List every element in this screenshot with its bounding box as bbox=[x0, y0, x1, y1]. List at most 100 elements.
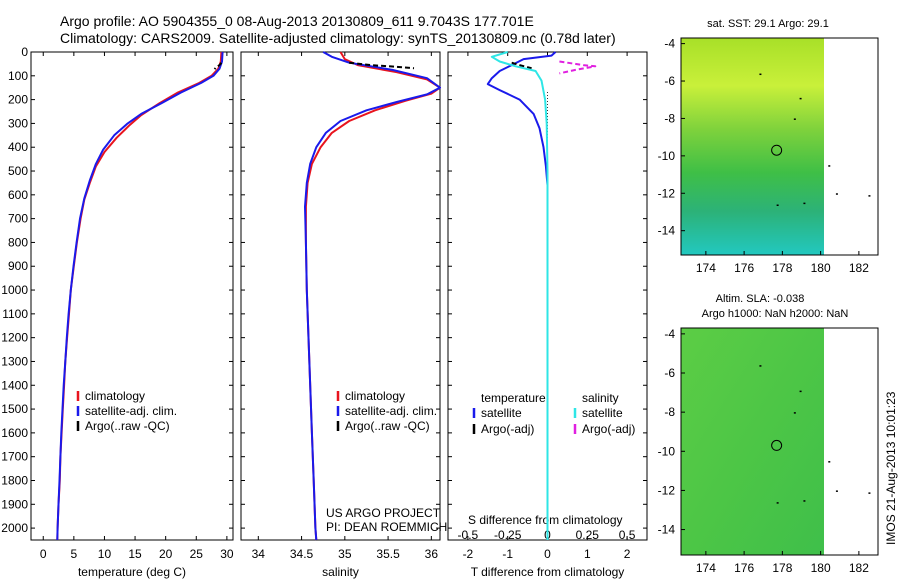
sst-map-y-tick-label: -14 bbox=[658, 224, 676, 238]
difference-series-salinity-satellite bbox=[490, 51, 549, 540]
credit-line-1: US ARGO PROJECT bbox=[326, 506, 441, 520]
difference-series-temperature-satellite bbox=[486, 51, 557, 540]
difference-x-tick-top-label: 0.25 bbox=[576, 528, 600, 542]
difference-x-tick-label: 1 bbox=[584, 547, 591, 561]
depth-tick-label: 200 bbox=[8, 93, 28, 107]
salinity-series-satellite-adj-clim bbox=[304, 51, 441, 541]
sla-map-x-tick-label: 182 bbox=[849, 561, 869, 575]
difference-x-tick-label: 2 bbox=[624, 547, 631, 561]
temperature-panel: 0 5 10 15 20 25 300100200300400500600700800900… bbox=[1, 45, 234, 579]
depth-tick-label: 1200 bbox=[1, 331, 28, 345]
sst-map-x-tick-label: 182 bbox=[849, 261, 869, 275]
depth-tick-label: 1600 bbox=[1, 426, 28, 440]
depth-tick-label: 2000 bbox=[1, 521, 28, 535]
depth-tick-label: 900 bbox=[8, 259, 28, 273]
sla-map-image bbox=[681, 328, 824, 555]
sla-map-y-tick-label: -10 bbox=[658, 444, 676, 458]
sla-map-y-tick-label: -14 bbox=[658, 523, 676, 537]
temperature-legend-label: climatology bbox=[85, 389, 145, 403]
difference-series-salinity-argo-adj bbox=[559, 60, 597, 75]
salinity-series-argo-raw-qc bbox=[349, 61, 415, 70]
depth-tick-label: 1100 bbox=[2, 307, 28, 321]
sst-map-y-tick-label: -4 bbox=[664, 37, 675, 51]
sst-map-x-tick-label: 180 bbox=[811, 261, 831, 275]
salinity-x-tick-label: 34.5 bbox=[290, 547, 314, 561]
sla-map-island bbox=[776, 502, 779, 504]
sst-map-island bbox=[776, 204, 779, 206]
sla-map-x-tick-label: 176 bbox=[734, 561, 754, 575]
sst-map-x-tick-label: 178 bbox=[772, 261, 792, 275]
salinity-legend-label: satellite-adj. clim. bbox=[345, 404, 437, 418]
temperature-x-tick-label: 10 bbox=[98, 547, 112, 561]
temperature-x-tick-label: 15 bbox=[128, 547, 142, 561]
credit-line-2: PI: DEAN ROEMMICH bbox=[326, 520, 447, 534]
temperature-series-argo-raw-qc bbox=[213, 62, 223, 70]
sst-map-island bbox=[868, 195, 871, 197]
depth-tick-label: 1000 bbox=[1, 283, 28, 297]
sst-map-panel: 174 176 178 180 182 -4 -6 -8 -10 -12 -14 sat. SST: … bbox=[658, 18, 879, 275]
depth-tick-label: 500 bbox=[8, 164, 28, 178]
salinity-legend-label: climatology bbox=[345, 389, 405, 403]
sst-map-frame bbox=[680, 37, 879, 256]
temperature-x-tick-label: 30 bbox=[220, 547, 234, 561]
sla-map-island bbox=[793, 412, 796, 414]
difference-legend-group: temperature bbox=[481, 391, 546, 405]
depth-tick-label: 1800 bbox=[1, 473, 28, 487]
figure-title: Argo profile: AO 5904355_0 08-Aug-2013 2… bbox=[60, 13, 534, 29]
salinity-legend-label: Argo(..raw -QC) bbox=[345, 419, 430, 433]
sla-map-y-tick-label: -4 bbox=[664, 327, 675, 341]
difference-x-tick-label: -2 bbox=[463, 547, 474, 561]
difference-legend-label: satellite bbox=[481, 406, 522, 420]
sla-map-y-tick-label: -8 bbox=[664, 405, 675, 419]
depth-tick-label: 1900 bbox=[1, 497, 28, 511]
sla-map-profile-marker bbox=[771, 439, 783, 451]
depth-tick-label: 0 bbox=[21, 45, 28, 59]
sla-map-island bbox=[828, 461, 831, 463]
temperature-x-tick-label: 5 bbox=[71, 547, 78, 561]
sst-map-y-tick-label: -10 bbox=[658, 149, 676, 163]
sla-map-island bbox=[835, 490, 838, 492]
sla-map-island bbox=[803, 500, 806, 502]
difference-x-tick-label: -1 bbox=[502, 547, 513, 561]
temperature-x-tick-label: 20 bbox=[159, 547, 173, 561]
temperature-x-tick-label: 0 bbox=[40, 547, 47, 561]
temperature-x-tick-label: 25 bbox=[190, 547, 204, 561]
difference-x-tick-top-label: -0.5 bbox=[458, 528, 479, 542]
depth-tick-label: 600 bbox=[8, 188, 28, 202]
sla-map-island bbox=[799, 390, 802, 393]
depth-tick-label: 400 bbox=[8, 140, 28, 154]
salinity-x-label: salinity bbox=[322, 565, 359, 579]
temperature-x-label: temperature (deg C) bbox=[78, 565, 186, 579]
figure-subtitle: Climatology: CARS2009. Satellite-adjuste… bbox=[60, 30, 616, 46]
temperature-series-satellite-adj-clim bbox=[56, 51, 224, 541]
difference-legend-group: salinity bbox=[582, 391, 619, 405]
sst-map-island bbox=[835, 193, 838, 195]
depth-tick-label: 700 bbox=[8, 212, 28, 226]
depth-tick-label: 1500 bbox=[1, 402, 28, 416]
temperature-legend-label: satellite-adj. clim. bbox=[85, 404, 177, 418]
sst-map-title: sat. SST: 29.1 Argo: 29.1 bbox=[707, 18, 829, 30]
sla-map-x-tick-label: 178 bbox=[772, 561, 792, 575]
depth-tick-label: 300 bbox=[8, 116, 28, 130]
temperature-legend-label: Argo(..raw -QC) bbox=[85, 419, 170, 433]
difference-x-tick-top-label: -0.25 bbox=[494, 528, 522, 542]
sst-map-x-tick-label: 174 bbox=[696, 261, 716, 275]
difference-legend-label: satellite bbox=[582, 406, 623, 420]
sst-map-y-tick-label: -6 bbox=[664, 74, 675, 88]
sst-map-island bbox=[759, 73, 762, 76]
sst-map-y-tick-label: -12 bbox=[658, 186, 676, 200]
timestamp-stamp: IMOS 21-Aug-2013 10:01:23 bbox=[884, 391, 898, 545]
sst-map-island bbox=[793, 118, 796, 120]
depth-tick-label: 1300 bbox=[1, 354, 28, 368]
sla-map-island bbox=[868, 492, 871, 494]
sla-map-y-tick-label: -12 bbox=[658, 483, 676, 497]
sla-map-panel: 174 176 178 180 182 -4 -6 -8 -10 -12 -14 Altim. SLA… bbox=[658, 293, 879, 575]
difference-x-label: T difference from climatology bbox=[471, 565, 625, 579]
difference-x-tick-label: 0 bbox=[544, 547, 551, 561]
salinity-x-tick-label: 35.5 bbox=[376, 547, 400, 561]
sla-map-title: Altim. SLA: -0.038 bbox=[716, 293, 805, 305]
salinity-plot-frame bbox=[240, 51, 441, 541]
difference-series-temperature-argo-adj bbox=[511, 61, 532, 70]
sla-map-island bbox=[759, 365, 762, 367]
